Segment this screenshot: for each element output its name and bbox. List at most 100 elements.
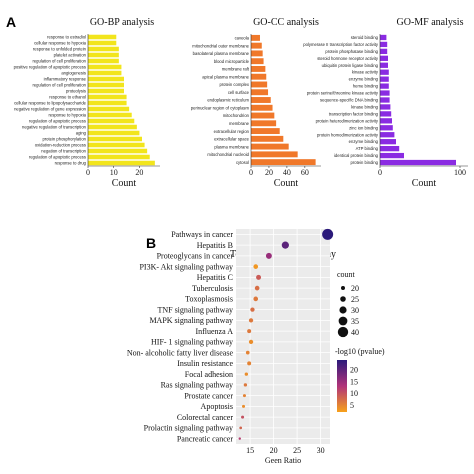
y-tick-label: response to ethanol	[49, 94, 86, 99]
y-tick-label: regulation of apoptotic process	[29, 118, 86, 123]
y-tick-label: Colorectal cancer	[177, 413, 234, 422]
y-tick-label: angiogenesis	[61, 70, 86, 75]
bar	[251, 104, 273, 111]
y-tick-label: plasma membrane	[214, 144, 249, 149]
x-tick-label: 20	[270, 446, 278, 455]
bar	[88, 112, 132, 118]
data-point	[242, 404, 246, 408]
data-point	[254, 285, 260, 291]
x-axis-label: Geen Ratio	[265, 456, 301, 465]
y-tick-label: extracellular space	[214, 137, 250, 142]
y-tick-label: negative regulation of gene expression	[14, 106, 87, 111]
y-tick-label: blood microparticle	[214, 59, 250, 64]
color-legend-label: 15	[350, 377, 358, 386]
bar	[251, 58, 264, 65]
bar	[380, 76, 389, 82]
y-tick-label: protein binding	[351, 160, 379, 165]
bar	[88, 58, 119, 64]
x-tick-label: 40	[283, 168, 291, 177]
y-tick-label: Ras signaling pathway	[161, 381, 233, 390]
data-point	[242, 394, 246, 398]
x-tick-label: 25	[293, 446, 301, 455]
y-tick-label: transcription factor binding	[329, 111, 379, 116]
data-point	[245, 350, 250, 355]
bar	[88, 88, 124, 94]
data-point	[253, 264, 259, 269]
bar	[88, 106, 130, 112]
bar	[380, 104, 391, 110]
bar	[380, 83, 389, 89]
bar	[88, 124, 137, 130]
color-legend-label: 5	[350, 401, 354, 410]
y-tick-label: mitochondrial nucleoid	[207, 152, 249, 157]
y-tick-label: extracellular region	[214, 129, 250, 134]
y-tick-label: Focal adhesion	[185, 370, 233, 379]
size-legend-label: 25	[351, 295, 359, 304]
y-tick-label: Non- alcoholic fatty liver disease	[127, 348, 234, 357]
bar	[251, 42, 262, 49]
x-tick-label: 15	[246, 446, 254, 455]
bar	[251, 151, 298, 158]
y-tick-label: protein heterodimerization activity	[316, 118, 379, 123]
y-tick-label: ATP binding	[356, 146, 379, 151]
y-tick-label: perinuclear region of cytoplasm	[191, 105, 250, 110]
data-point	[256, 274, 262, 280]
y-tick-label: protein phosphorylation	[42, 136, 86, 141]
data-point	[247, 329, 252, 334]
y-tick-label: Influenza A	[195, 327, 233, 336]
y-tick-label: caveola	[235, 36, 250, 41]
y-tick-label: Prostate cancer	[184, 391, 233, 400]
y-tick-label: enzyme binding	[349, 139, 379, 144]
x-tick-label: 10	[110, 168, 118, 177]
data-point	[247, 361, 252, 366]
bar	[88, 142, 145, 148]
bar	[251, 97, 271, 103]
y-tick-label: oxidation-reduction process	[35, 142, 86, 147]
data-point	[253, 296, 259, 302]
data-point	[265, 252, 272, 259]
y-tick-label: polymerase II transcription factor activ…	[303, 42, 379, 47]
bar	[380, 132, 395, 138]
bar	[88, 76, 124, 82]
y-tick-label: Proteoglycans in cancer	[157, 252, 234, 261]
bar	[251, 50, 263, 57]
y-tick-label: regulation of cell proliferation	[32, 58, 86, 63]
y-tick-label: apical plasma membrane	[202, 74, 249, 79]
data-point	[239, 426, 243, 430]
y-tick-label: mitochondrion	[223, 113, 250, 118]
data-point	[250, 307, 255, 312]
data-point	[238, 437, 241, 440]
bar	[88, 82, 124, 88]
x-axis-label: Count	[112, 178, 137, 189]
bar	[88, 34, 117, 40]
y-tick-label: identical protein binding	[334, 153, 379, 158]
bar	[88, 52, 119, 58]
color-legend-bar	[337, 360, 347, 412]
y-tick-label: response to hypoxia	[49, 112, 87, 117]
y-tick-label: cellular response to hypoxia	[34, 40, 87, 45]
y-tick-label: Hepatitis B	[197, 241, 233, 250]
y-tick-label: negation of transcription	[41, 148, 86, 153]
chart-title: GO-CC analysis	[253, 17, 319, 28]
bar	[88, 40, 117, 46]
y-tick-label: Insulin resistance	[177, 359, 233, 368]
y-tick-label: Prolactin signaling pathway	[144, 424, 233, 433]
x-tick-label: 20	[135, 168, 143, 177]
bar	[380, 97, 390, 103]
panel-b-label: B	[146, 235, 156, 251]
go-mf-chart: GO-MF analysis steroid binding polymerase …	[303, 17, 468, 189]
y-tick-label: mitochondrial outer membrane	[192, 43, 249, 48]
bar	[380, 41, 388, 48]
y-tick-label: response to drug	[55, 160, 87, 165]
size-legend-dot	[337, 326, 349, 338]
bar	[251, 120, 277, 127]
bar	[380, 145, 400, 152]
bar	[88, 148, 148, 154]
bar	[380, 55, 388, 61]
bar	[88, 160, 155, 166]
size-legend-title: count	[337, 270, 356, 279]
y-tick-label: PI3K- Akt signaling pathway	[139, 262, 233, 271]
go-cc-chart: GO-CC analysis caveola mitochondrial outer…	[191, 17, 321, 189]
y-tick-label: proteolysis	[66, 88, 86, 93]
